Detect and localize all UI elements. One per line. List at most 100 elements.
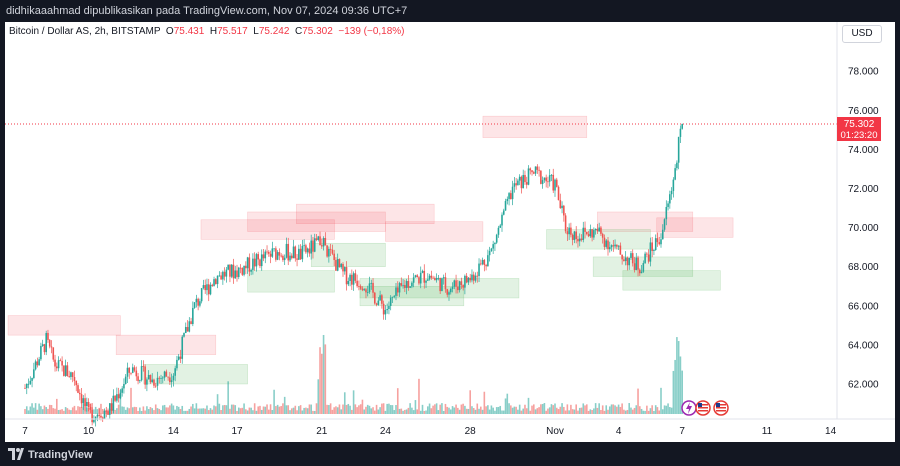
supply-zone — [115, 334, 217, 355]
volume-bar — [236, 410, 238, 414]
volume-bar — [494, 410, 496, 414]
candle-body — [351, 274, 353, 285]
candle-body — [239, 267, 242, 269]
candle-body — [70, 372, 72, 377]
candle-body — [218, 275, 221, 277]
candle-body — [306, 248, 309, 253]
candle-body — [241, 268, 244, 275]
volume-bar — [568, 410, 570, 414]
candle-body — [469, 277, 471, 281]
volume-bar — [310, 404, 312, 414]
candle-body — [358, 286, 360, 287]
candle-body — [520, 176, 523, 189]
candle-body — [605, 240, 608, 247]
candle-body — [474, 275, 477, 281]
candle-body — [389, 297, 392, 306]
candle-body — [255, 254, 258, 267]
candle-body — [45, 332, 47, 353]
volume-bar — [130, 387, 132, 414]
volume-bar — [222, 405, 224, 414]
candle-body — [510, 193, 512, 200]
volume-bar — [382, 403, 385, 414]
supply-zone — [482, 115, 588, 138]
volume-bar — [575, 404, 577, 414]
volume-bar — [582, 403, 585, 414]
candle-body — [374, 292, 376, 304]
candle-body — [109, 403, 111, 415]
volume-bar — [534, 409, 537, 414]
volume-bar — [162, 405, 164, 414]
candle-body — [153, 379, 155, 386]
candle-body — [86, 402, 88, 407]
volume-bar — [670, 407, 673, 414]
volume-bar — [616, 406, 618, 414]
candle-body — [227, 264, 229, 270]
volume-bar — [121, 406, 123, 414]
volume-bar — [319, 347, 321, 414]
volume-bar — [614, 405, 616, 414]
supply-zone — [200, 219, 335, 240]
us-flag-icon[interactable] — [695, 400, 711, 416]
price-tag-price: 75.302 — [844, 119, 875, 130]
volume-bar — [533, 404, 535, 414]
candle-body — [63, 365, 65, 376]
candle-body — [48, 339, 51, 347]
candle-body — [289, 255, 291, 261]
us-flag-icon[interactable] — [713, 400, 729, 416]
candle-body — [432, 277, 434, 279]
candle-body — [589, 229, 592, 237]
flash-event-icon[interactable] — [681, 400, 697, 416]
candle-body — [40, 345, 42, 360]
volume-bar — [176, 405, 178, 414]
volume-bar — [462, 403, 464, 414]
candle-body — [573, 231, 576, 240]
volume-bar — [40, 406, 42, 414]
candle-body — [253, 258, 256, 267]
candle-body — [395, 287, 397, 296]
volume-bar — [209, 408, 212, 414]
volume-bar — [280, 406, 282, 414]
candle-body — [131, 367, 134, 373]
candle-body — [312, 240, 314, 252]
volume-bar — [292, 407, 295, 414]
volume-bar — [487, 405, 489, 414]
candle-body — [61, 360, 63, 366]
candle-body — [411, 282, 413, 287]
candle-body — [379, 295, 381, 301]
volume-bar — [100, 403, 102, 414]
volume-bar — [73, 405, 76, 414]
candle-body — [527, 168, 530, 185]
volume-bar — [237, 407, 240, 414]
volume-bar — [639, 406, 641, 414]
candle-body — [133, 367, 136, 371]
candle-body — [232, 264, 235, 279]
volume-bar — [527, 397, 530, 414]
candle-body — [193, 302, 196, 308]
candle-body — [359, 286, 362, 289]
volume-bar — [471, 406, 473, 414]
candle-body — [181, 336, 184, 359]
volume-bar — [243, 403, 245, 414]
volume-bar — [608, 406, 611, 414]
currency-button[interactable]: USD — [842, 25, 882, 43]
candle-body — [144, 366, 146, 385]
candle-body — [301, 245, 304, 260]
volume-bar — [451, 406, 454, 414]
volume-bar — [363, 409, 365, 414]
candle-body — [407, 281, 410, 288]
candle-body — [356, 280, 358, 287]
candle-body — [644, 253, 646, 264]
candle-body — [430, 275, 433, 278]
volume-bar — [398, 408, 401, 414]
candle-body — [658, 242, 661, 245]
volume-bar — [374, 410, 376, 414]
volume-bar — [571, 409, 574, 414]
volume-bar — [679, 356, 682, 414]
candle-body — [179, 356, 182, 359]
candle-body — [453, 280, 456, 287]
chart-panel[interactable] — [5, 22, 895, 442]
candle-body — [172, 375, 175, 381]
x-tick-label: 14 — [168, 426, 180, 437]
candle-body — [534, 166, 537, 174]
